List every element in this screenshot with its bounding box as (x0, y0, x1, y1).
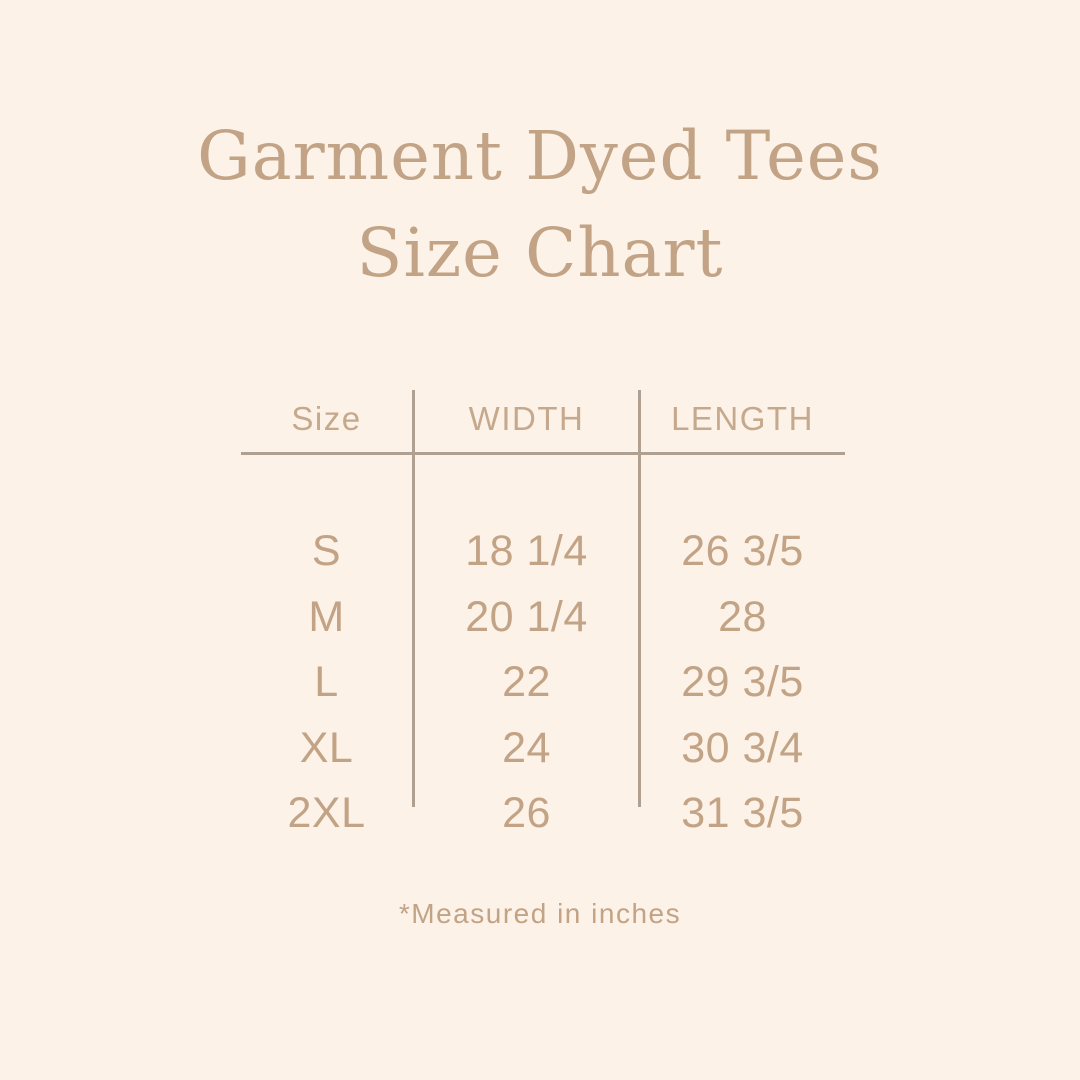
width-cell: 22 (502, 658, 551, 707)
column-header-size: Size (291, 400, 362, 437)
page-title-line-2: Size Chart (356, 214, 724, 293)
width-cell: 24 (502, 723, 551, 772)
column-divider-width-length (638, 390, 641, 807)
length-cell: 28 (718, 592, 767, 641)
size-cell: 2XL (287, 789, 366, 838)
header-underline (241, 452, 845, 455)
size-cell: S (311, 527, 342, 576)
length-cell: 31 3/5 (681, 789, 804, 838)
width-cell: 20 1/4 (465, 592, 588, 641)
column-divider-size-width (412, 390, 415, 807)
width-cell: 26 (502, 789, 551, 838)
width-cell: 18 1/4 (465, 527, 588, 576)
length-cell: 30 3/4 (681, 723, 804, 772)
size-cell: M (308, 592, 345, 641)
length-cell: 26 3/5 (681, 527, 804, 576)
header-spacer (240, 454, 845, 472)
size-chart-table: Size WIDTH LENGTH S 18 1/4 26 3/5 M 20 1… (240, 388, 845, 847)
column-header-length: LENGTH (671, 400, 814, 437)
page-title: Garment Dyed Tees Size Chart (0, 108, 1080, 302)
page-title-line-1: Garment Dyed Tees (197, 117, 883, 195)
size-cell: L (314, 658, 339, 707)
column-header-width: WIDTH (468, 400, 585, 437)
length-cell: 29 3/5 (681, 658, 804, 707)
measurement-footnote: *Measured in inches (398, 898, 682, 929)
size-cell: XL (299, 723, 354, 772)
